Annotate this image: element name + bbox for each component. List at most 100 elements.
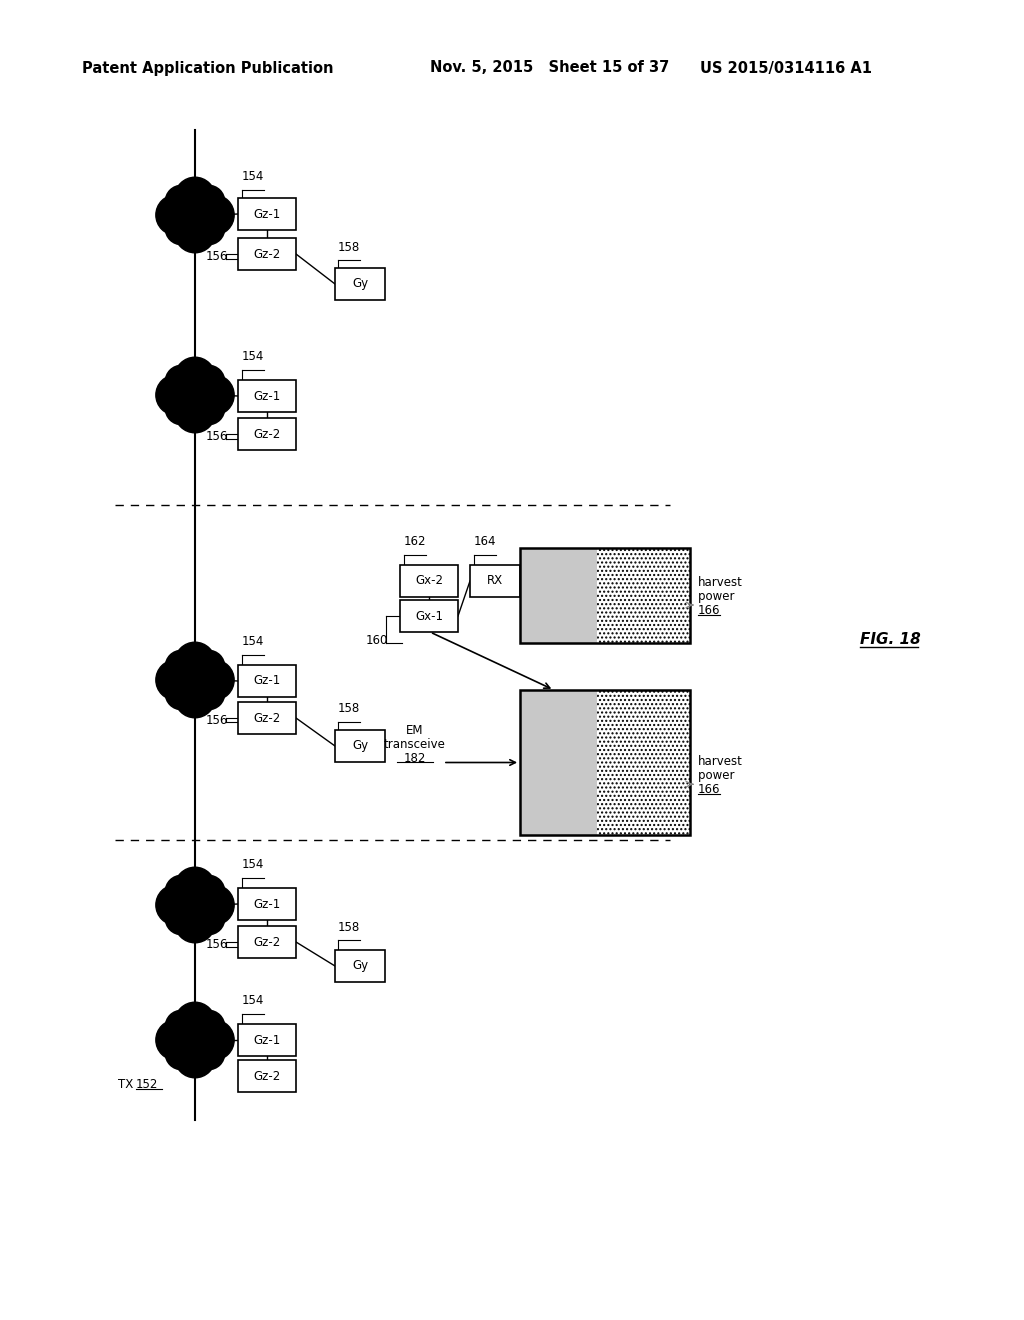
Circle shape [194,1020,234,1060]
Text: Gz-1: Gz-1 [253,1034,281,1047]
Bar [335,268,385,300]
Text: 154: 154 [242,994,264,1007]
Text: 156: 156 [206,714,228,726]
Text: Gz-2: Gz-2 [253,936,281,949]
Text: 166: 166 [698,605,721,618]
Text: Patent Application Publication: Patent Application Publication [82,61,334,75]
Bar [335,730,385,762]
Circle shape [175,867,215,908]
Text: 166: 166 [698,783,721,796]
Text: Gy: Gy [352,277,368,290]
Bar [238,1024,296,1056]
Text: power: power [698,770,738,783]
Circle shape [193,651,224,682]
Circle shape [193,1010,224,1043]
Text: Gz-1: Gz-1 [253,389,281,403]
Circle shape [165,875,198,908]
Circle shape [193,392,224,425]
Text: RX: RX [487,574,503,587]
Circle shape [175,677,215,718]
Text: 158: 158 [338,702,360,715]
Circle shape [156,1020,197,1060]
Text: 182: 182 [403,751,426,764]
Text: 158: 158 [338,242,360,253]
Text: Gy: Gy [352,739,368,752]
Text: 160: 160 [366,634,388,647]
Text: Gy: Gy [352,960,368,973]
Text: power: power [698,590,738,603]
Text: Gz-2: Gz-2 [253,1069,281,1082]
Bar [238,1060,296,1092]
Bar [597,548,690,643]
Circle shape [165,1038,198,1069]
Text: US 2015/0314116 A1: US 2015/0314116 A1 [700,61,872,75]
Circle shape [165,1010,198,1043]
Text: 158: 158 [338,921,360,935]
Circle shape [168,368,222,422]
Bar [238,380,296,412]
Circle shape [175,1038,215,1078]
Bar [238,665,296,697]
Bar [520,690,690,836]
Bar [470,565,520,597]
Bar [238,927,296,958]
Circle shape [168,187,222,242]
Text: 152: 152 [136,1078,159,1092]
Circle shape [165,651,198,682]
Circle shape [193,185,224,218]
Bar [400,601,458,632]
Circle shape [165,392,198,425]
Text: 154: 154 [242,858,264,871]
Circle shape [165,213,198,244]
Circle shape [194,375,234,416]
Circle shape [194,884,234,925]
Circle shape [165,677,198,710]
Circle shape [194,195,234,235]
Text: 162: 162 [404,535,427,548]
Circle shape [168,1012,222,1067]
Circle shape [175,358,215,397]
Text: EM: EM [407,723,424,737]
Text: FIG. 18: FIG. 18 [860,632,921,648]
Circle shape [168,878,222,932]
Circle shape [193,677,224,710]
Text: Gz-2: Gz-2 [253,711,281,725]
Text: 156: 156 [206,429,228,442]
Text: 154: 154 [242,170,264,183]
Text: Gz-1: Gz-1 [253,207,281,220]
Bar [400,565,458,597]
Text: Gz-1: Gz-1 [253,675,281,688]
Circle shape [193,366,224,397]
Circle shape [193,875,224,908]
Bar [238,702,296,734]
Text: Gz-1: Gz-1 [253,898,281,911]
Text: 164: 164 [474,535,497,548]
Text: harvest: harvest [698,755,742,768]
Bar [238,198,296,230]
Text: Gz-2: Gz-2 [253,248,281,260]
Bar [520,548,597,643]
Text: Gx-1: Gx-1 [415,610,443,623]
Text: 154: 154 [242,635,264,648]
Text: harvest: harvest [698,577,742,589]
Circle shape [156,195,197,235]
Circle shape [193,213,224,244]
Circle shape [156,375,197,416]
Circle shape [175,213,215,253]
Circle shape [175,903,215,942]
Bar [520,690,597,836]
Circle shape [193,903,224,935]
Text: TX: TX [118,1078,137,1092]
Circle shape [175,177,215,218]
Text: Gz-2: Gz-2 [253,428,281,441]
Text: 154: 154 [242,350,264,363]
Circle shape [194,660,234,700]
Bar [335,950,385,982]
Circle shape [175,392,215,433]
Bar [520,548,690,643]
Bar [238,888,296,920]
Text: 156: 156 [206,249,228,263]
Text: transceive: transceive [384,738,445,751]
Circle shape [175,643,215,682]
Circle shape [193,1038,224,1069]
